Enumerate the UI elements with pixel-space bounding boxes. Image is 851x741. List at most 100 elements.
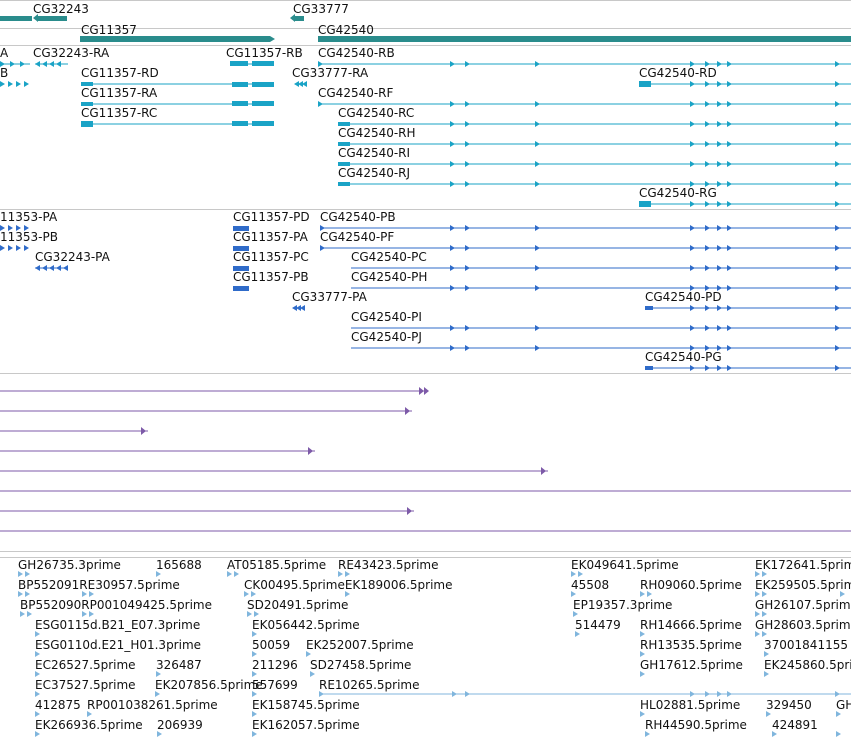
strand-arrow[interactable] — [705, 201, 710, 207]
strand-arrow[interactable] — [465, 161, 470, 167]
strand-arrow[interactable] — [156, 571, 161, 577]
exon-block[interactable] — [233, 246, 249, 251]
strand-arrow[interactable] — [320, 245, 325, 251]
strand-arrow[interactable] — [705, 691, 710, 697]
transcript-label[interactable]: CG11357-RB — [226, 46, 303, 60]
strand-arrow[interactable] — [705, 245, 710, 251]
strand-arrow[interactable] — [450, 245, 455, 251]
est-label[interactable]: RH13535.5prime — [640, 638, 742, 652]
cds-label[interactable]: CG42540-PG — [645, 350, 722, 364]
strand-arrow[interactable] — [419, 387, 424, 395]
strand-arrow[interactable] — [727, 141, 732, 147]
strand-arrow[interactable] — [835, 81, 840, 87]
strand-arrow[interactable] — [717, 61, 722, 67]
strand-arrow[interactable] — [727, 691, 732, 697]
strand-arrow[interactable] — [690, 365, 695, 371]
est-label[interactable]: GH — [836, 698, 851, 712]
strand-arrow[interactable] — [727, 365, 732, 371]
strand-arrow[interactable] — [690, 141, 695, 147]
strand-arrow[interactable] — [35, 711, 40, 717]
strand-arrow[interactable] — [717, 161, 722, 167]
exon-block[interactable] — [233, 266, 249, 271]
est-label[interactable]: RE10265.5prime — [319, 678, 420, 692]
transcript-label[interactable]: CG42540-RJ — [338, 166, 411, 180]
exon-block[interactable] — [252, 82, 274, 87]
strand-arrow[interactable] — [450, 325, 455, 331]
gene-block[interactable] — [0, 16, 32, 21]
est-label[interactable]: RH09060.5prime — [640, 578, 742, 592]
cds-label[interactable]: 11353-PB — [0, 230, 58, 244]
strand-arrow[interactable] — [35, 671, 40, 677]
strand-arrow[interactable] — [705, 305, 710, 311]
strand-arrow[interactable] — [835, 265, 840, 271]
est-label[interactable]: ESG0110d.E21_H01.3prime — [35, 638, 202, 652]
strand-arrow[interactable] — [755, 571, 760, 577]
strand-arrow[interactable] — [298, 81, 303, 87]
transcript-label[interactable]: B — [0, 66, 9, 80]
strand-arrow[interactable] — [16, 225, 21, 231]
exon-block[interactable] — [81, 102, 93, 106]
strand-arrow[interactable] — [835, 305, 840, 311]
strand-arrow[interactable] — [290, 14, 295, 22]
strand-arrow[interactable] — [450, 265, 455, 271]
strand-arrow[interactable] — [647, 591, 652, 597]
strand-arrow[interactable] — [835, 285, 840, 291]
strand-arrow[interactable] — [535, 141, 540, 147]
cds-label[interactable]: CG42540-PI — [351, 310, 422, 324]
strand-arrow[interactable] — [535, 181, 540, 187]
est-label[interactable]: 37001841155 — [764, 638, 848, 652]
exon-block[interactable] — [639, 81, 651, 87]
est-label[interactable]: SD20491.5prime — [247, 598, 349, 612]
transcript-label[interactable]: CG42540-RF — [318, 86, 394, 100]
est-label[interactable]: GH26107.5prime — [755, 598, 851, 612]
strand-arrow[interactable] — [640, 671, 645, 677]
strand-arrow[interactable] — [835, 201, 840, 207]
est-label[interactable]: BP552090RP001049425.5prime — [20, 598, 212, 612]
strand-arrow[interactable] — [705, 265, 710, 271]
strand-arrow[interactable] — [840, 591, 845, 597]
strand-arrow[interactable] — [727, 61, 732, 67]
strand-arrow[interactable] — [705, 181, 710, 187]
exon-block[interactable] — [252, 121, 274, 126]
strand-arrow[interactable] — [705, 285, 710, 291]
strand-arrow[interactable] — [835, 225, 840, 231]
transcript-label[interactable]: A — [0, 46, 9, 60]
exon-block[interactable] — [252, 101, 274, 106]
transcript-label[interactable]: CG32243-RA — [33, 46, 110, 60]
strand-arrow[interactable] — [755, 611, 760, 617]
strand-arrow[interactable] — [645, 731, 650, 737]
strand-arrow[interactable] — [727, 225, 732, 231]
strand-arrow[interactable] — [320, 225, 325, 231]
strand-arrow[interactable] — [465, 345, 470, 351]
strand-arrow[interactable] — [705, 161, 710, 167]
strand-arrow[interactable] — [705, 365, 710, 371]
strand-arrow[interactable] — [300, 305, 305, 311]
strand-arrow[interactable] — [690, 245, 695, 251]
est-label[interactable]: SD27458.5prime — [310, 658, 412, 672]
strand-arrow[interactable] — [717, 265, 722, 271]
transcript-label[interactable]: CG42540-RG — [639, 186, 717, 200]
est-label[interactable]: AT05185.5prime — [227, 558, 327, 572]
strand-arrow[interactable] — [727, 265, 732, 271]
strand-arrow[interactable] — [89, 611, 94, 617]
cds-label[interactable]: CG11357-PD — [233, 210, 310, 224]
strand-arrow[interactable] — [87, 711, 92, 717]
est-label[interactable]: EK158745.5prime — [252, 698, 360, 712]
est-label[interactable]: 329450 — [766, 698, 812, 712]
strand-arrow[interactable] — [836, 711, 841, 717]
strand-arrow[interactable] — [82, 591, 87, 597]
strand-arrow[interactable] — [25, 591, 30, 597]
cds-label[interactable]: CG11357-PA — [233, 230, 308, 244]
strand-arrow[interactable] — [465, 691, 470, 697]
strand-arrow[interactable] — [835, 345, 840, 351]
cds-label[interactable]: CG11357-PB — [233, 270, 309, 284]
exon-block[interactable] — [645, 306, 653, 310]
exon-block[interactable] — [639, 201, 651, 207]
strand-arrow[interactable] — [156, 671, 161, 677]
strand-arrow[interactable] — [835, 61, 840, 67]
strand-arrow[interactable] — [690, 225, 695, 231]
est-label[interactable]: EK259505.5prime — [755, 578, 851, 592]
strand-arrow[interactable] — [247, 611, 252, 617]
strand-arrow[interactable] — [705, 141, 710, 147]
strand-arrow[interactable] — [535, 265, 540, 271]
